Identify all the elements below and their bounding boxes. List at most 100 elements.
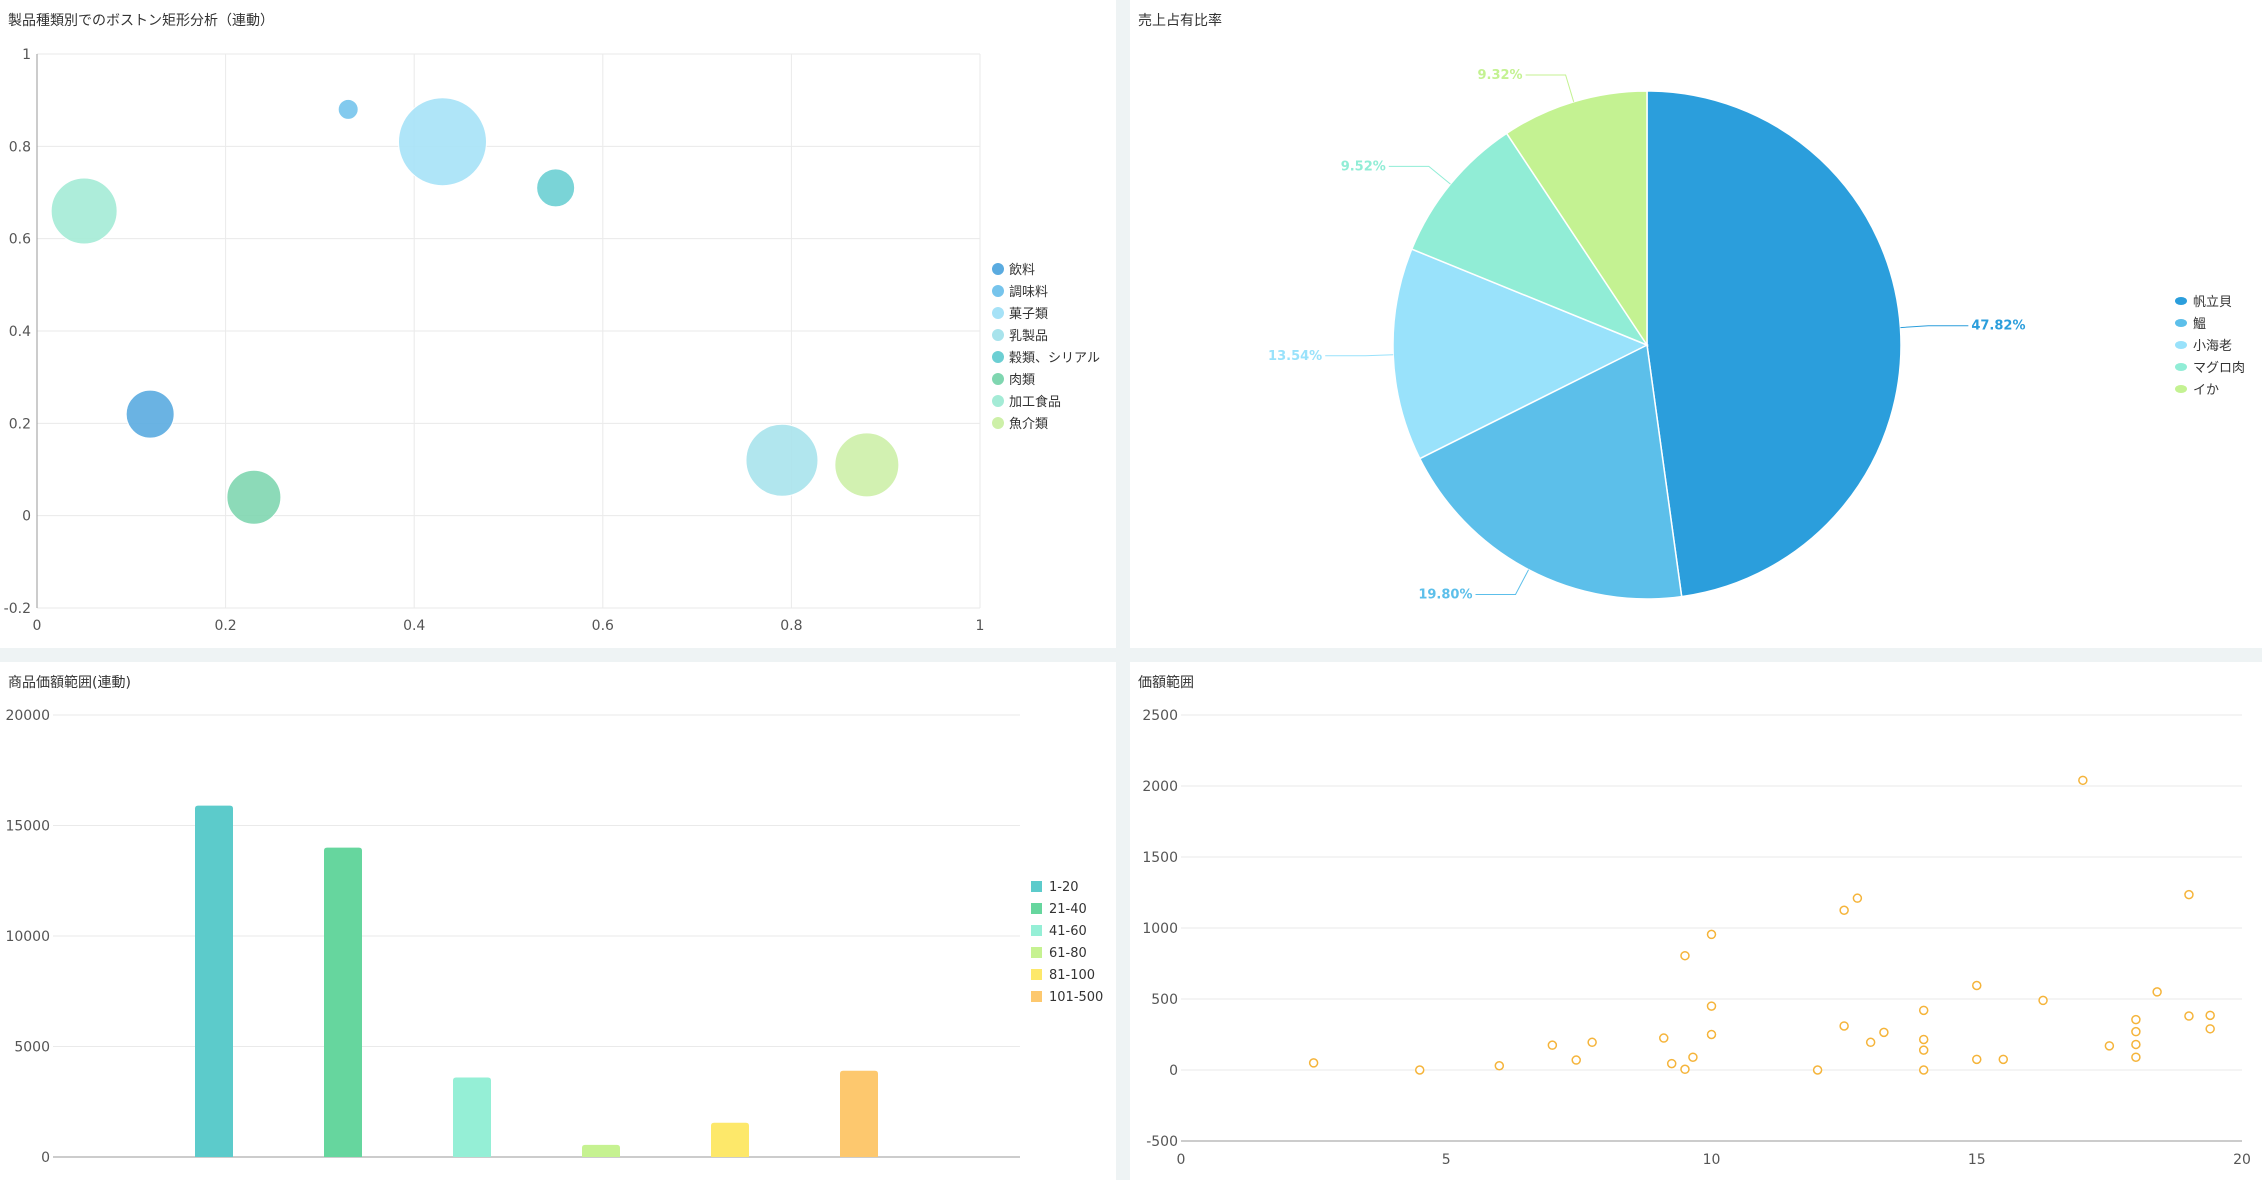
- pie-label-line: [1900, 325, 1969, 329]
- pie-legend-label: 鰮: [2193, 317, 2206, 332]
- boston-legend-marker: [992, 395, 1004, 407]
- scatter-point: [1918, 1005, 1929, 1016]
- pie-label-line: [1475, 569, 1530, 595]
- scatter-point: [2038, 995, 2048, 1006]
- boston-legend-label: 飲料: [1009, 262, 1035, 278]
- boston-legend-marker: [992, 417, 1004, 429]
- scatter-y-tick: 0: [1169, 1063, 1178, 1079]
- bar-legend-marker: [1031, 947, 1042, 958]
- pie-slice-2: [1392, 248, 1649, 460]
- boston-legend-marker: [992, 373, 1004, 385]
- scatter-y-tick: 500: [1151, 992, 1178, 1008]
- boston-bubble-5: [226, 469, 282, 525]
- share-title: 売上占有比率: [1138, 13, 1222, 29]
- bar-legend-marker: [1031, 925, 1042, 936]
- scatter-x-tick: 5: [1442, 1152, 1451, 1168]
- bar-61-80: [582, 1144, 620, 1157]
- boston-legend-marker: [992, 263, 1004, 275]
- bar-legend-label: 61-80: [1049, 946, 1087, 961]
- pie-data-label: 47.82%: [1971, 319, 2025, 334]
- scatter-point: [1414, 1065, 1425, 1075]
- pricebar-panel: 商品価額範囲(連動) 0 5000 10000 15000 20000 1-20 21-40…: [0, 662, 1116, 1180]
- boston-y-tick: 0.4: [9, 324, 31, 340]
- boston-legend-label: 乳製品: [1009, 329, 1048, 344]
- boston-chart: 0 0.2 0.4 0.6 0.8 1-0.200.20.40.60.81飲料調味料菓子類…: [4, 47, 1100, 634]
- scatter-point: [1839, 905, 1849, 915]
- pie-legend-marker: [2175, 385, 2187, 393]
- bar-legend-marker: [1031, 881, 1042, 892]
- scatter-point: [1494, 1060, 1505, 1071]
- pie-label-line: [1325, 354, 1394, 357]
- scatter-point: [2131, 1052, 2141, 1062]
- pie-legend-marker: [2175, 319, 2187, 327]
- bar-legend-label: 21-40: [1049, 902, 1087, 917]
- bar-legend-marker: [1031, 991, 1042, 1002]
- bar-y-tick: 10000: [5, 929, 50, 945]
- pie-label-line: [1525, 74, 1575, 102]
- boston-legend-label: 肉類: [1009, 373, 1035, 388]
- boston-bubble-2: [397, 97, 487, 187]
- boston-legend-label: 調味料: [1009, 285, 1048, 300]
- boston-panel: 製品種類別でのボストン矩形分析（連動） 0 0.2 0.4 0.6 0.8 1 -0.2 0 0…: [0, 0, 1116, 648]
- scatter-point: [1666, 1058, 1677, 1069]
- pie-data-label: 13.54%: [1268, 349, 1322, 364]
- boston-x-tick: 0: [33, 618, 42, 634]
- pie-legend-label: マグロ肉: [2193, 361, 2245, 376]
- bar-legend-marker: [1031, 903, 1042, 914]
- boston-bubble-6: [50, 177, 118, 245]
- boston-y-tick: -0.2: [4, 601, 31, 617]
- pie-legend-label: 小海老: [2193, 339, 2232, 354]
- boston-y-tick: 0.2: [9, 416, 31, 432]
- scatter-point: [1706, 1029, 1717, 1040]
- boston-bubble-1: [337, 98, 359, 120]
- boston-x-tick: 0.4: [403, 618, 425, 634]
- bar-y-tick: 5000: [14, 1040, 50, 1056]
- bar-81-100: [711, 1122, 749, 1157]
- scatter-point: [1998, 1054, 2009, 1065]
- pie-data-label: 9.32%: [1477, 68, 1522, 83]
- scatter-point: [1918, 1045, 1929, 1055]
- boston-legend-label: 加工食品: [1009, 394, 1061, 410]
- pie-slice-0: [1646, 90, 1902, 598]
- scatter-point: [1688, 1052, 1698, 1062]
- bar-21-40: [324, 847, 362, 1157]
- scatter-x-tick: 0: [1177, 1152, 1186, 1168]
- pie-slice-3: [1410, 132, 1649, 347]
- scatter-point: [1918, 1065, 1929, 1075]
- scatter-point: [2131, 1014, 2141, 1025]
- bar-legend-label: 1-20: [1049, 880, 1079, 895]
- scatter-point: [1547, 1040, 1558, 1050]
- boston-x-tick: 1: [976, 618, 985, 634]
- scatter-point: [1706, 1001, 1717, 1011]
- scatter-point: [2104, 1041, 2115, 1051]
- scatter-point: [1680, 1064, 1690, 1075]
- scatter-x-tick: 20: [2233, 1152, 2251, 1168]
- scatter-point: [2078, 775, 2088, 786]
- price-scatter-chart: -500 0 500 1000 1500 2000 2500 0 5 10 15 20: [1142, 708, 2251, 1168]
- scatter-point: [2152, 987, 2162, 997]
- scatter-point: [2205, 1024, 2215, 1034]
- boston-bubble-3: [745, 423, 819, 497]
- scatter-point: [1659, 1033, 1669, 1043]
- scatter-point: [1839, 1021, 1849, 1031]
- scatter-point: [1680, 950, 1690, 961]
- pricebar-title: 商品価額範囲(連動): [8, 675, 131, 691]
- boston-legend-marker: [992, 329, 1004, 341]
- scatter-point: [2184, 889, 2194, 900]
- bar-y-tick: 15000: [5, 819, 50, 835]
- bar-legend-label: 101-500: [1049, 990, 1103, 1005]
- boston-x-tick: 0.2: [214, 618, 236, 634]
- scatter-point: [1918, 1034, 1929, 1045]
- scatter-point: [1852, 893, 1863, 903]
- scatter-point: [2131, 1039, 2141, 1050]
- pie-legend-label: イか: [2193, 383, 2219, 398]
- pie-data-label: 19.80%: [1418, 587, 1472, 602]
- boston-y-tick: 0.8: [9, 139, 31, 155]
- boston-title: 製品種類別でのボストン矩形分析（連動）: [8, 13, 274, 29]
- scatter-y-tick: 2500: [1142, 708, 1178, 724]
- scatter-y-tick: 1500: [1142, 850, 1178, 866]
- boston-legend-marker: [992, 307, 1004, 319]
- scatter-point: [2205, 1010, 2215, 1021]
- scatter-point: [1972, 1054, 1982, 1065]
- scatter-point: [2184, 1011, 2194, 1021]
